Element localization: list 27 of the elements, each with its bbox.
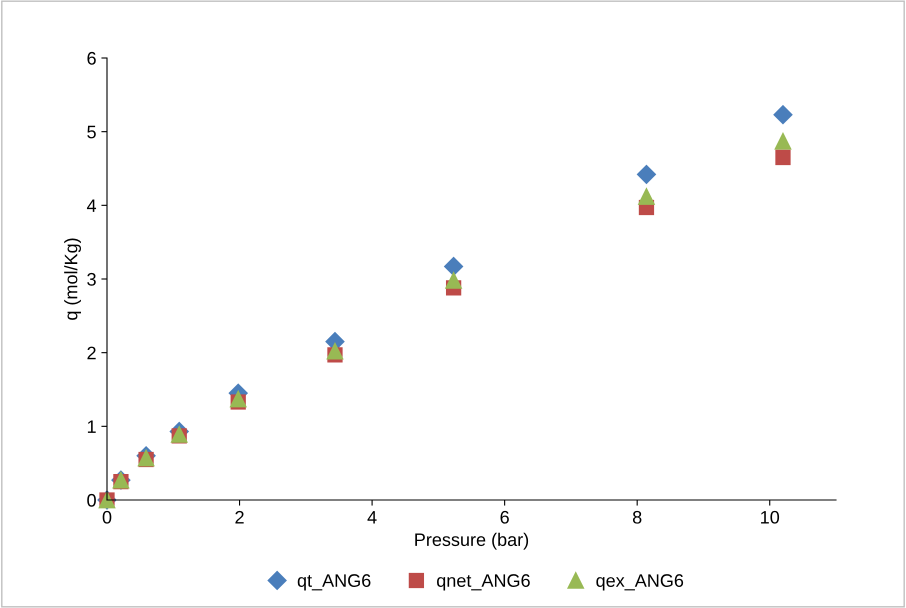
point bbox=[230, 390, 247, 408]
y-tick-label: 6 bbox=[87, 52, 96, 65]
x-tick-label: 8 bbox=[632, 510, 642, 524]
legend-label: qex_ANG6 bbox=[596, 574, 684, 591]
y-tick-label: 3 bbox=[87, 272, 96, 286]
y-tick-label: 4 bbox=[86, 199, 96, 212]
x-tick-label: 10 bbox=[761, 510, 780, 524]
point bbox=[774, 132, 792, 150]
y-tick-label: 5 bbox=[87, 126, 96, 138]
point bbox=[638, 188, 655, 205]
x-tick-label: 2 bbox=[235, 510, 244, 524]
point bbox=[773, 105, 793, 124]
x-tick-label: 0 bbox=[102, 510, 112, 524]
point bbox=[775, 150, 791, 166]
x-tick-label: 6 bbox=[500, 510, 509, 524]
y-tick-label: 0 bbox=[87, 494, 96, 507]
point bbox=[445, 272, 462, 289]
y-tick-label: 2 bbox=[87, 346, 96, 360]
point bbox=[326, 342, 344, 360]
legend-label: qnet_ANG6 bbox=[437, 574, 530, 591]
x-axis-title: Pressure (bar) bbox=[415, 532, 528, 550]
point bbox=[636, 164, 656, 184]
y-tick-label: 1 bbox=[88, 420, 96, 433]
legend-label: qt_ANG6 bbox=[298, 574, 370, 591]
x-tick-label: 4 bbox=[367, 511, 377, 524]
point bbox=[444, 256, 464, 276]
y-axis-title: q (mol/Kg) bbox=[64, 238, 81, 320]
